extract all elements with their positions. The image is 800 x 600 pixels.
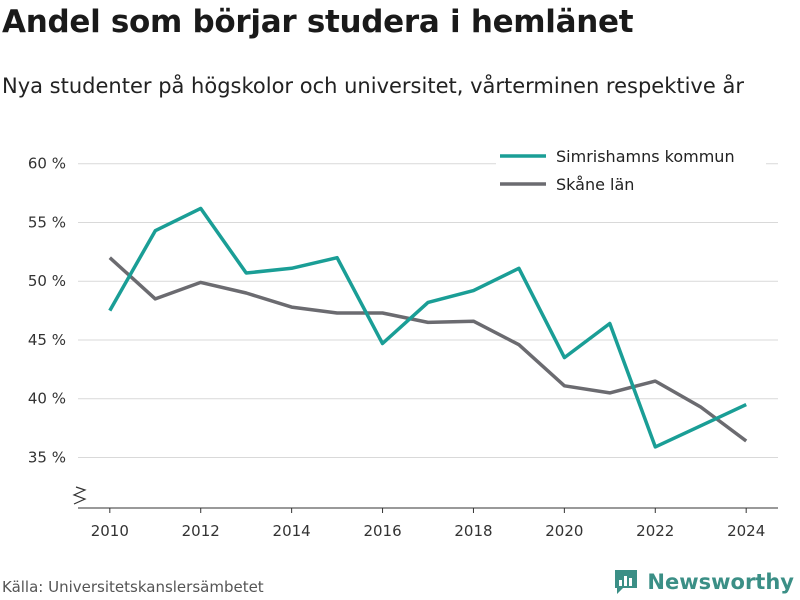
brand-logo[interactable]: Newsworthy: [613, 568, 794, 596]
chart-subtitle: Nya studenter på högskolor och universit…: [2, 74, 744, 98]
chart-title: Andel som börjar studera i hemlänet: [2, 4, 634, 40]
y-tick-label: 60 %: [28, 155, 66, 173]
series-lines: [108, 206, 748, 449]
x-tick-label: 2018: [454, 522, 492, 540]
y-tick-label: 55 %: [28, 213, 66, 231]
x-tick-label: 2020: [545, 522, 583, 540]
gridlines: [78, 163, 778, 458]
source-note: Källa: Universitetskanslersämbetet: [2, 578, 264, 596]
y-tick-label: 40 %: [28, 390, 66, 408]
x-axis: 2010 2012 2014 2016 2018 2020 2022 2024: [72, 486, 778, 540]
series-line: [108, 206, 747, 449]
newsworthy-logo-icon: [615, 570, 638, 594]
legend-label: Simrishamns kommun: [556, 147, 735, 166]
y-tick-label: 45 %: [28, 331, 66, 349]
x-tick-label: 2024: [727, 522, 765, 540]
brand-name: Newsworthy: [647, 570, 794, 594]
y-axis-ticks: 35 % 40 % 45 % 50 % 55 % 60 %: [28, 155, 66, 467]
y-tick-label: 50 %: [28, 272, 66, 290]
x-tick-label: 2022: [636, 522, 674, 540]
y-tick-label: 35 %: [28, 448, 66, 466]
x-tick-label: 2014: [273, 522, 311, 540]
x-tick-label: 2016: [363, 522, 401, 540]
legend-label: Skåne län: [556, 175, 634, 194]
x-tick-label: 2012: [182, 522, 220, 540]
series-line: [108, 256, 748, 443]
legend-background: [496, 141, 766, 196]
x-tick-label: 2010: [91, 522, 129, 540]
legend: Simrishamns kommun Skåne län: [496, 141, 766, 196]
axis-break-icon: [72, 486, 87, 505]
